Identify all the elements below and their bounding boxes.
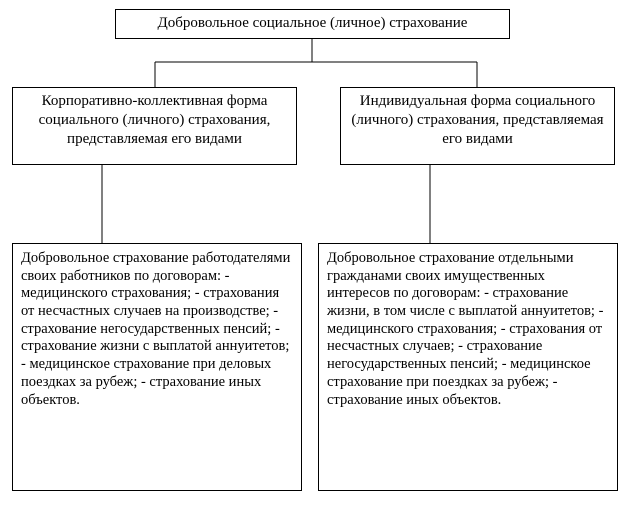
node-right-mid: Индивидуальная форма социального (личног… (340, 87, 615, 165)
node-left-leaf: Добровольное страхование работодателями … (12, 243, 302, 491)
node-right-leaf: Добровольное страхование отдельными граж… (318, 243, 618, 491)
node-root: Добровольное социальное (личное) страхов… (115, 9, 510, 39)
node-left-mid: Корпоративно-коллективная форма социальн… (12, 87, 297, 165)
diagram-canvas: Добровольное социальное (личное) страхов… (0, 0, 631, 505)
